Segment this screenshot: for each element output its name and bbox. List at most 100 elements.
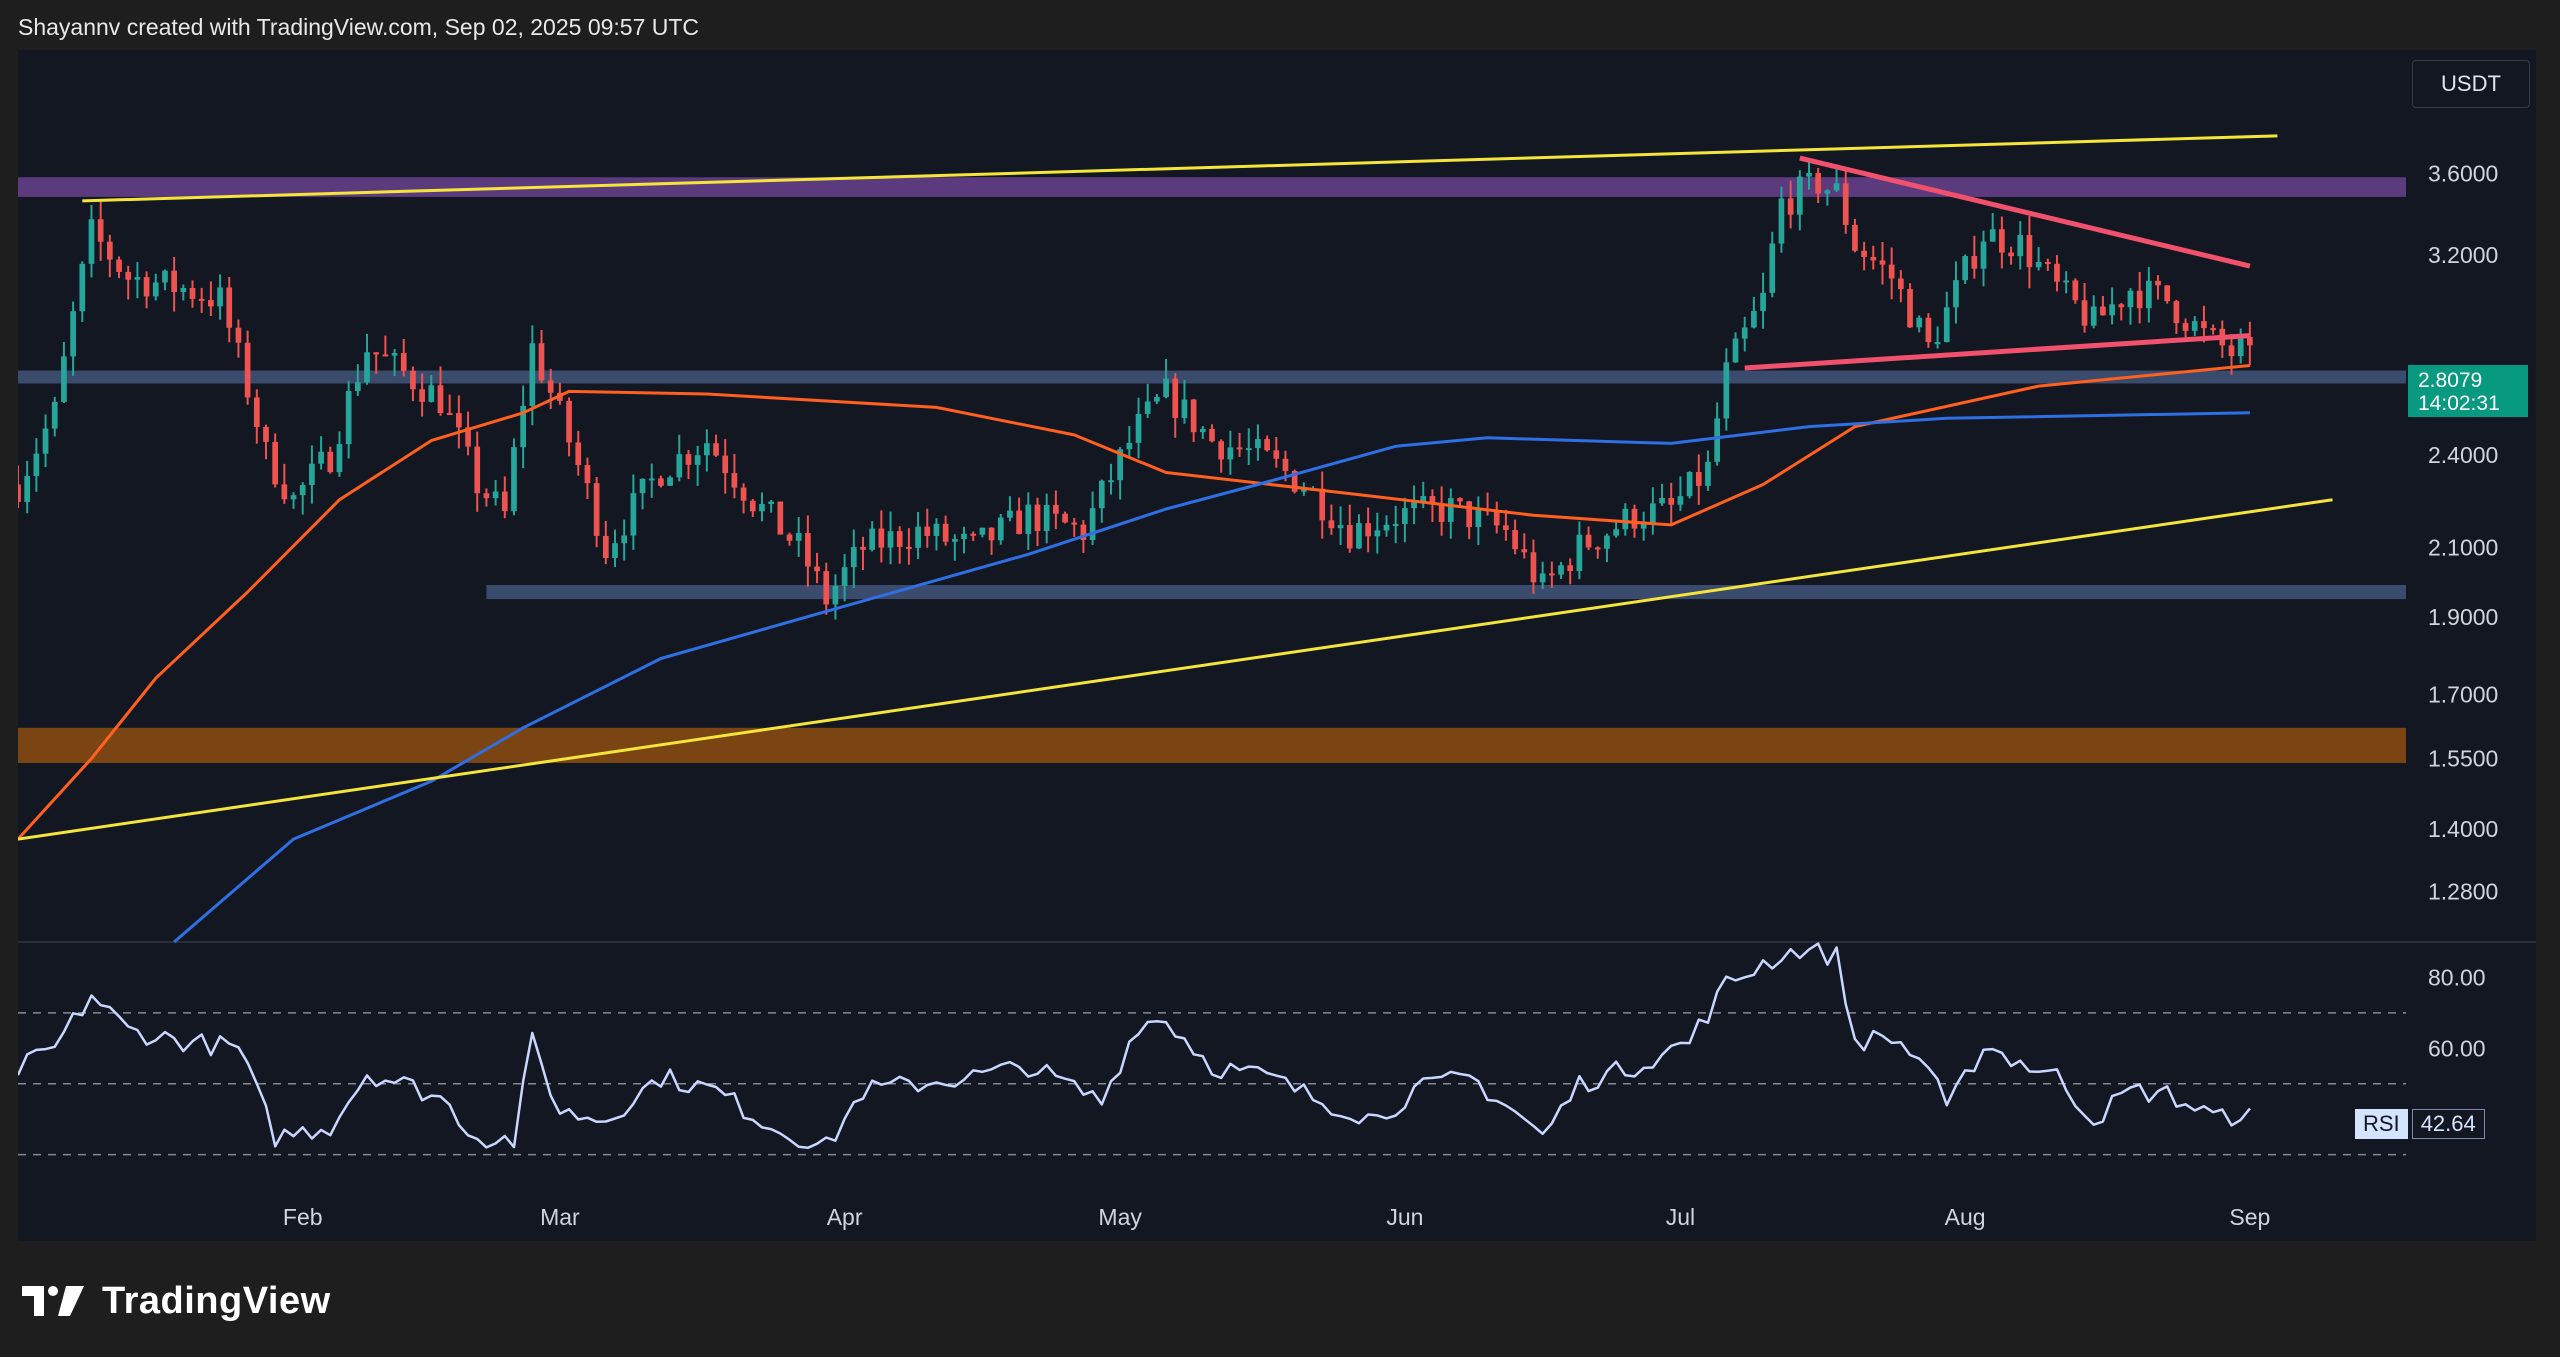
candle-body <box>1071 522 1078 525</box>
candle-body <box>290 495 297 500</box>
rsi-value-badge: RSI 42.64 <box>2355 1109 2485 1139</box>
candle-body <box>1870 256 1877 261</box>
candle-body <box>740 487 747 501</box>
month-label: Aug <box>1945 1204 1986 1230</box>
candle-body <box>667 477 673 486</box>
candle-body <box>575 442 582 466</box>
candle-body <box>942 523 949 542</box>
trendlines-layer <box>18 134 2333 841</box>
candle-body <box>1007 510 1013 518</box>
tradingview-logo[interactable]: TradingView <box>22 1280 331 1323</box>
candle-body <box>2136 290 2143 309</box>
candle-body <box>786 534 793 541</box>
candle-body <box>1512 529 1518 550</box>
candle-body <box>1356 523 1362 549</box>
candle-body <box>547 380 554 393</box>
candle-body <box>841 567 848 587</box>
candle-body <box>612 543 618 559</box>
candle-body <box>309 463 315 486</box>
candle-body <box>1365 523 1371 537</box>
candle-body <box>2155 280 2161 286</box>
candle-body <box>2237 336 2244 357</box>
candle-body <box>2164 285 2171 302</box>
candle-body <box>1824 190 1831 194</box>
candle-body <box>1530 552 1537 583</box>
candle-body <box>2063 280 2070 283</box>
candle-body <box>1925 317 1932 343</box>
candle-body <box>2247 336 2253 346</box>
candle-body <box>143 277 150 297</box>
candle-body <box>2008 252 2014 257</box>
candle-body <box>226 287 233 328</box>
candle-body <box>1548 573 1555 576</box>
candle-body <box>18 484 21 503</box>
candle-body <box>2118 304 2125 308</box>
candle-body <box>1815 172 1822 194</box>
candle-body <box>1916 317 1923 328</box>
price-tick-label: 2.1000 <box>2428 535 2498 561</box>
candle-body <box>713 443 719 456</box>
candle-body <box>106 241 113 260</box>
candle-body <box>1576 534 1583 571</box>
candle-body <box>474 446 481 494</box>
candle-body <box>795 533 802 541</box>
moving-average-orange <box>18 364 2251 841</box>
rsi-tick-label: 80.00 <box>2428 964 2486 990</box>
candle-body <box>51 401 58 429</box>
candle-body <box>621 535 628 544</box>
candle-body <box>896 531 903 547</box>
candle-body <box>1255 439 1261 449</box>
candle-body <box>703 443 710 456</box>
candle-body <box>869 528 876 550</box>
candle-body <box>217 287 223 307</box>
candle-body <box>648 478 655 481</box>
tradingview-brand: TradingView <box>102 1280 331 1322</box>
candle-body <box>1236 447 1243 450</box>
candle-body <box>1300 489 1307 492</box>
candle-body <box>42 428 49 454</box>
candle-body <box>253 397 260 427</box>
month-label: Apr <box>827 1204 863 1230</box>
candle-body <box>1999 229 2005 253</box>
candles-layer <box>18 161 2253 620</box>
candle-body <box>2044 261 2051 264</box>
candle-body <box>189 287 196 299</box>
candle-body <box>2081 300 2088 326</box>
time-axis: Feb Mar Apr May Jun Jul Aug Sep <box>283 1204 2270 1230</box>
month-label: Feb <box>283 1204 323 1230</box>
candle-body <box>364 352 370 383</box>
candle-body <box>1741 327 1748 339</box>
candle-body <box>263 426 269 442</box>
candle-body <box>1016 510 1022 535</box>
candle-body <box>336 444 343 473</box>
candle-body <box>2017 235 2024 257</box>
candle-body <box>951 539 958 542</box>
price-tick-label: 3.2000 <box>2428 242 2498 268</box>
candle-body <box>272 441 279 485</box>
candle-body <box>1659 497 1665 504</box>
candle-body <box>1154 397 1160 402</box>
candle-body <box>354 382 361 392</box>
candle-body <box>1181 399 1188 418</box>
candle-body <box>1769 243 1776 293</box>
candle-body <box>1108 480 1114 483</box>
month-label: Mar <box>540 1204 580 1230</box>
candle-body <box>768 501 774 504</box>
candle-body <box>1796 176 1803 215</box>
currency-selector[interactable]: USDT <box>2412 60 2530 108</box>
candle-body <box>1429 496 1436 504</box>
candle-body <box>1861 250 1867 257</box>
candle-body <box>749 500 756 512</box>
rsi-tick-label: 60.00 <box>2428 1035 2486 1061</box>
candle-body <box>1962 256 1968 281</box>
candle-body <box>281 484 288 500</box>
candle-body <box>1319 488 1326 521</box>
candle-body <box>1668 497 1675 505</box>
last-price-value: 2.8079 <box>2418 369 2483 392</box>
candle-body <box>2090 306 2097 326</box>
candle-body <box>373 352 380 355</box>
candle-body <box>208 300 214 307</box>
zone-support-lower <box>486 584 2406 600</box>
